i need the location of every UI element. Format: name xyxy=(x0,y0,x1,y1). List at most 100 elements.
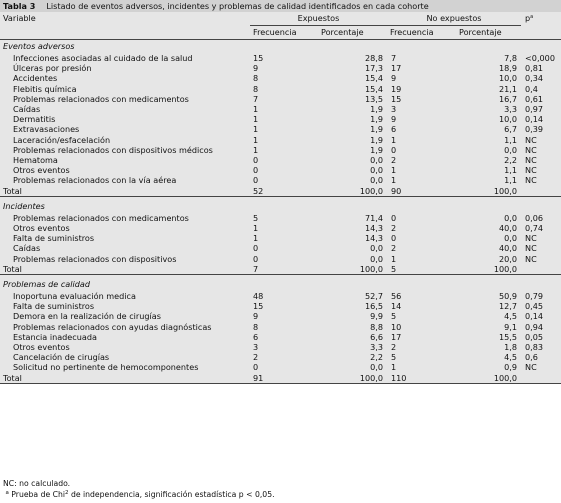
table-row: Cancelación de cirugías 2 2,2 5 4,5 0,6 xyxy=(0,352,561,362)
row-label: Falta de suministros xyxy=(13,233,95,244)
row-label: Problemas relacionados con dispositivos xyxy=(13,253,177,264)
table-row: Laceración/esfacelación 1 1,9 1 1,1 NC xyxy=(0,135,561,145)
total-pct-exp: 100,0 xyxy=(315,263,387,276)
pct-noexp: 12,7 xyxy=(498,301,518,312)
table-caption: Listado de eventos adversos, incidentes … xyxy=(46,1,429,11)
freq-exp: 0 xyxy=(253,253,259,264)
pct-exp: 28,8 xyxy=(364,53,383,63)
section-row: Incidentes xyxy=(0,196,561,213)
freq-noexp: 17 xyxy=(391,63,402,74)
pct-exp: 1,9 xyxy=(370,114,383,125)
expuestos-header: Expuestos xyxy=(250,12,387,26)
freq-noexp: 56 xyxy=(391,291,402,302)
section-title: Eventos adversos xyxy=(3,41,75,51)
freq-exp: 8 xyxy=(253,83,259,94)
pct-noexp: 10,0 xyxy=(498,73,518,84)
freq-noexp: 1 xyxy=(391,165,397,176)
pct-noexp: 1,1 xyxy=(504,175,518,186)
total-label: Total xyxy=(0,185,250,197)
pct-noexp: 9,1 xyxy=(504,321,518,332)
freq-noexp: 2 xyxy=(391,342,397,353)
pct-noexp: 20,0 xyxy=(498,253,518,264)
total-pct-exp: 100,0 xyxy=(315,372,387,384)
freq-exp: 6 xyxy=(253,331,259,342)
p-value: NC xyxy=(525,243,537,254)
table-row: Problemas relacionados con medicamentos 7… xyxy=(0,94,561,104)
p-header: pa xyxy=(525,13,534,24)
freq-exp: 8 xyxy=(253,321,259,332)
pct-exp: 0,0 xyxy=(370,253,383,264)
p-value: 0,14 xyxy=(525,114,544,125)
pct-noexp: 50,9 xyxy=(498,291,518,302)
table-row: Falta de suministros 1 14,3 0 0,0 NC xyxy=(0,233,561,243)
p-value: NC xyxy=(525,134,537,145)
pct-exp: 14,3 xyxy=(364,223,383,234)
table-row: Falta de suministros 15 16,5 14 12,7 0,45 xyxy=(0,301,561,311)
table-row: Flebitis química 8 15,4 19 21,1 0,4 xyxy=(0,84,561,94)
pct-noexp: 3,3 xyxy=(504,104,518,115)
row-label: Infecciones asociadas al cuidado de la s… xyxy=(13,53,193,63)
total-pct-exp: 100,0 xyxy=(315,185,387,197)
table-row: Problemas relacionados con la vía aérea 0… xyxy=(0,175,561,185)
pct-noexp: 40,0 xyxy=(498,223,518,234)
p-value: 0,39 xyxy=(525,124,544,135)
row-label: Otros eventos xyxy=(13,165,70,176)
table-row: Inoportuna evaluación medica 48 52,7 56 50,9… xyxy=(0,291,561,301)
table-notes: NC: no calculado. a Prueba de Chi2 de in… xyxy=(3,478,275,500)
table-row: Otros eventos 1 14,3 2 40,0 0,74 xyxy=(0,223,561,233)
freq-noexp: 0 xyxy=(391,233,397,244)
row-label: Accidentes xyxy=(13,73,58,84)
pct-noexp: 1,8 xyxy=(504,342,518,353)
p-value: 0,4 xyxy=(525,83,538,94)
total-freq-exp: 52 xyxy=(250,185,315,197)
p-value: 0,79 xyxy=(525,291,544,302)
freq-exp: 0 xyxy=(253,362,259,373)
freq-exp: 1 xyxy=(253,114,259,125)
pct-exp: 6,6 xyxy=(370,331,383,342)
table-row: Problemas relacionados con ayudas diagnó… xyxy=(0,322,561,332)
pct-noexp: 2,2 xyxy=(504,155,518,166)
pct-exp: 0,0 xyxy=(370,175,383,186)
pct-exp: 52,7 xyxy=(364,291,383,302)
row-label: Falta de suministros xyxy=(13,301,95,312)
pct-noexp: 1,1 xyxy=(504,134,518,145)
row-label: Demora en la realización de cirugías xyxy=(13,311,161,322)
freq-exp: 3 xyxy=(253,342,259,353)
freq-noexp: 19 xyxy=(391,83,402,94)
pct-exp: 0,0 xyxy=(370,165,383,176)
pct-noexp: 0,0 xyxy=(504,233,518,244)
freq-noexp: 2 xyxy=(391,223,397,234)
pct-exp: 1,9 xyxy=(370,124,383,135)
p-value: NC xyxy=(525,233,537,244)
p-value: 0,14 xyxy=(525,311,544,322)
porcentaje-header-2: Porcentaje xyxy=(455,25,522,40)
row-label: Cancelación de cirugías xyxy=(13,352,110,363)
p-value: 0,81 xyxy=(525,63,544,74)
freq-noexp: 6 xyxy=(391,124,397,135)
freq-noexp: 3 xyxy=(391,104,397,115)
results-table: Variable Expuestos No expuestos pa Frecu… xyxy=(0,12,561,384)
table-row: Úlceras por presión 9 17,3 17 18,9 0,81 xyxy=(0,63,561,73)
row-label: Estancia inadecuada xyxy=(13,331,97,342)
p-value: 0,97 xyxy=(525,104,544,115)
p-value: NC xyxy=(525,175,537,186)
table-row: Hematoma 0 0,0 2 2,2 NC xyxy=(0,155,561,165)
row-label: Solicitud no pertinente de hemocomponent… xyxy=(13,362,199,373)
total-pct-noexp: 100,0 xyxy=(455,185,522,197)
pct-noexp: 0,0 xyxy=(504,212,518,223)
pct-exp: 3,3 xyxy=(370,342,383,353)
pct-exp: 1,9 xyxy=(370,104,383,115)
row-label: Hematoma xyxy=(13,155,58,166)
freq-exp: 1 xyxy=(253,134,259,145)
frecuencia-header-2: Frecuencia xyxy=(387,25,455,40)
total-row: Total 7 100,0 5 100,0 xyxy=(0,263,561,276)
pct-noexp: 18,9 xyxy=(498,63,518,74)
total-pct-noexp: 100,0 xyxy=(455,372,522,384)
data-table: Variable Expuestos No expuestos pa Frecu… xyxy=(0,12,561,384)
total-freq-exp: 91 xyxy=(250,372,315,384)
p-value: 0,83 xyxy=(525,342,544,353)
freq-noexp: 1 xyxy=(391,253,397,264)
pct-exp: 15,4 xyxy=(364,73,383,84)
freq-noexp: 1 xyxy=(391,362,397,373)
section-title: Problemas de calidad xyxy=(3,279,90,290)
